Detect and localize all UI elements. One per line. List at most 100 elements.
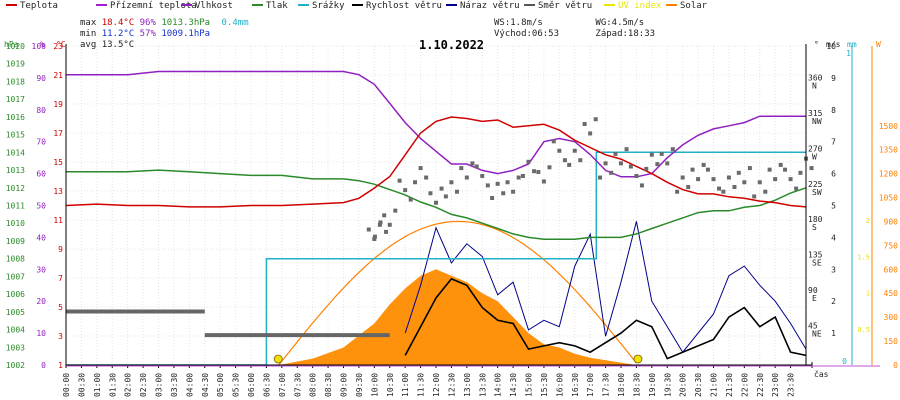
x-tick-label: 14:30: [509, 373, 518, 397]
pressure-tick-label: 1008: [6, 255, 25, 264]
wind-direction-point: [551, 139, 556, 144]
humidity-tick-label: 100: [32, 42, 47, 51]
wind-direction-point: [413, 180, 418, 185]
temperature-tick-label: 9: [58, 245, 63, 254]
legend-item: Srážky: [298, 1, 345, 11]
legend-item: Tlak: [252, 1, 288, 11]
stat-min-press: 1009.1hPa: [161, 29, 211, 39]
pressure-tick-label: 1009: [6, 237, 25, 246]
wind-direction-point: [598, 175, 603, 180]
legend-item: Teplota: [6, 1, 58, 11]
pressure-tick-label: 1016: [6, 113, 25, 122]
temperature-tick-label: 17: [53, 129, 63, 138]
wind-direction-point: [659, 151, 664, 156]
rain-unit-label: mm: [847, 40, 857, 49]
direction-tick-label: 135: [808, 251, 823, 260]
x-tick-label: 18:00: [617, 373, 626, 397]
pressure-tick-label: 1017: [6, 95, 25, 104]
x-tick-label: 03:30: [170, 373, 179, 397]
wind-direction-point: [763, 189, 768, 194]
wind-tick-label: 8: [831, 106, 836, 115]
humidity-tick-label: 0: [41, 361, 46, 370]
wind-direction-point: [644, 166, 649, 171]
solar-tick-label: 1050: [879, 194, 898, 203]
legend-label: Přízemní teplota: [110, 1, 197, 11]
wind-direction-point: [701, 162, 706, 167]
x-tick-label: 20:30: [694, 373, 703, 397]
sun-marker: [273, 354, 283, 364]
uv-tick-label: 0.5: [857, 326, 870, 334]
x-tick-label: 05:30: [232, 373, 241, 397]
wind-tick-label: 9: [831, 74, 836, 83]
wind-direction-point: [536, 170, 541, 175]
wind-direction-point: [613, 151, 618, 156]
wind-direction-point: [439, 186, 444, 191]
wind-direction-point: [578, 158, 583, 163]
wind-direction-point: [732, 184, 737, 189]
wind-direction-point: [526, 159, 531, 164]
temperature-tick-label: 13: [53, 187, 63, 196]
stat-max-label: max: [80, 18, 97, 28]
stat-rain: 0.4mm: [221, 18, 249, 28]
wind-direction-point: [609, 170, 614, 175]
direction-name-label: W: [812, 152, 817, 161]
wind-direction-point: [721, 189, 726, 194]
temperature-tick-label: 5: [58, 303, 63, 312]
wind-direction-point: [418, 166, 423, 171]
wind-direction-point: [705, 167, 710, 172]
wind-direction-point: [567, 162, 572, 167]
wind-direction-point: [809, 166, 814, 171]
legend-swatch: [352, 3, 363, 6]
wind-direction-point: [382, 213, 387, 218]
legend-label: Směr větru: [538, 1, 593, 11]
x-tick-label: 21:00: [710, 373, 719, 397]
temperature-tick-label: 15: [53, 158, 63, 167]
wind-direction-point: [520, 173, 525, 178]
wind-direction-point: [511, 189, 516, 194]
legend-swatch: [604, 3, 615, 6]
wind-direction-point: [541, 179, 546, 184]
stat-max-press: 1013.3hPa: [161, 18, 211, 28]
wind-direction-point: [470, 161, 475, 166]
x-tick-label: 10:30: [386, 373, 395, 397]
legend-item: Náraz větru: [446, 1, 520, 11]
x-tick-label: 09:00: [340, 373, 349, 397]
wind-direction-point: [624, 147, 629, 152]
legend-item: Rychlost větru: [352, 1, 442, 11]
wind-direction-point: [665, 161, 670, 166]
x-tick-label: 08:30: [324, 373, 333, 397]
wind-direction-point: [655, 162, 660, 167]
x-tick-label: 22:00: [740, 373, 749, 397]
wind-direction-point: [593, 117, 598, 122]
temperature-tick-label: 7: [58, 274, 63, 283]
solar-tick-label: 1500: [879, 122, 898, 131]
direction-tick-label: 270: [808, 144, 823, 153]
humidity-unit-label: %: [40, 40, 45, 49]
legend-label: Solar: [680, 1, 708, 11]
x-tick-label: 01:30: [108, 373, 117, 397]
x-tick-label: 15:00: [525, 373, 534, 397]
x-tick-label: 22:30: [756, 373, 765, 397]
solar-unit-label: W: [876, 40, 881, 49]
x-tick-label: 10:00: [370, 373, 379, 397]
direction-unit-label: °: [814, 40, 819, 49]
legend-swatch: [666, 3, 677, 6]
legend-label: Teplota: [20, 1, 58, 11]
solar-clear-sky-line: [278, 220, 637, 366]
x-tick-label: 02:00: [124, 373, 133, 397]
legend-swatch: [252, 3, 263, 6]
temperature-unit-label: °C: [56, 40, 66, 49]
wind-direction-point: [582, 121, 587, 126]
wind-direction-point: [408, 197, 413, 202]
wind-sun-block: WS:1.8m/s WG:4.5m/s Východ:06:53 Západ:1…: [494, 18, 655, 40]
pressure-tick-label: 1018: [6, 77, 25, 86]
solar-tick-label: 0: [893, 361, 898, 370]
pressure-line: [66, 169, 807, 240]
humidity-tick-label: 50: [36, 202, 46, 211]
stat-min-temp: 11.2°C: [101, 29, 135, 39]
solar-area: [278, 220, 637, 366]
wind-tick-label: 3: [831, 265, 836, 274]
x-tick-label: 19:30: [663, 373, 672, 397]
x-tick-label: 02:30: [139, 373, 148, 397]
wind-direction-point: [480, 173, 485, 178]
